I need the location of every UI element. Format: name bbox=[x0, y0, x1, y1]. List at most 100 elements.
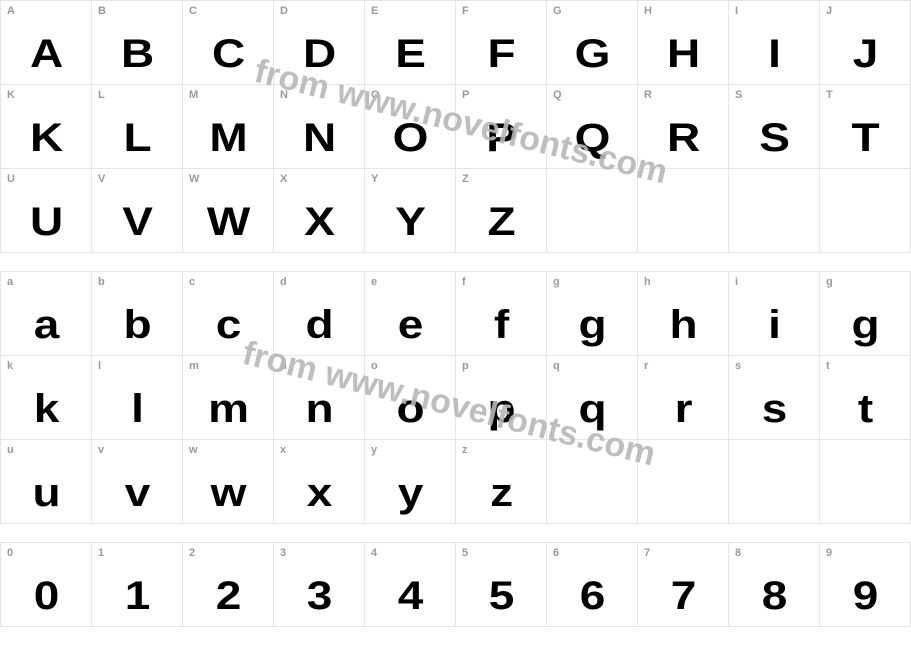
cell-label: V bbox=[98, 173, 105, 185]
cell-label: w bbox=[189, 444, 198, 456]
cell-glyph: t bbox=[813, 389, 911, 429]
cell-glyph: 9 bbox=[813, 576, 911, 616]
cell-label: U bbox=[7, 173, 15, 185]
cell-glyph: R bbox=[631, 118, 735, 158]
cell-glyph: q bbox=[540, 389, 644, 429]
glyph-cell: ZZ bbox=[456, 169, 547, 253]
cell-label: v bbox=[98, 444, 104, 456]
cell-label: J bbox=[826, 5, 832, 17]
glyph-cell: 33 bbox=[274, 543, 365, 627]
glyph-cell: vv bbox=[92, 440, 183, 524]
cell-label: 3 bbox=[280, 547, 286, 559]
cell-label: x bbox=[280, 444, 286, 456]
glyph-cell: 99 bbox=[820, 543, 911, 627]
glyph-cell: UU bbox=[1, 169, 92, 253]
glyph-cell: oo bbox=[365, 356, 456, 440]
cell-label: 6 bbox=[553, 547, 559, 559]
cell-glyph: s bbox=[722, 389, 826, 429]
cell-label: E bbox=[371, 5, 378, 17]
cell-label: I bbox=[735, 5, 738, 17]
cell-glyph: 2 bbox=[176, 576, 280, 616]
cell-label: o bbox=[371, 360, 378, 372]
cell-label: P bbox=[462, 89, 469, 101]
glyph-cell: zz bbox=[456, 440, 547, 524]
glyph-cell: mm bbox=[183, 356, 274, 440]
glyph-cell: JJ bbox=[820, 1, 911, 85]
cell-glyph: Q bbox=[540, 118, 644, 158]
glyph-cell: VV bbox=[92, 169, 183, 253]
glyph-cell: YY bbox=[365, 169, 456, 253]
cell-label: u bbox=[7, 444, 14, 456]
cell-glyph: Z bbox=[449, 202, 553, 242]
cell-glyph: W bbox=[176, 202, 280, 242]
glyph-cell: GG bbox=[547, 1, 638, 85]
cell-glyph: Y bbox=[358, 202, 462, 242]
cell-label: g bbox=[826, 276, 833, 288]
glyph-cell: bb bbox=[92, 272, 183, 356]
glyph-cell: FF bbox=[456, 1, 547, 85]
cell-glyph: g bbox=[540, 305, 644, 345]
empty-cell bbox=[638, 440, 729, 524]
cell-label: 4 bbox=[371, 547, 377, 559]
cell-label: a bbox=[7, 276, 13, 288]
cell-label: c bbox=[189, 276, 195, 288]
glyph-cell: CC bbox=[183, 1, 274, 85]
cell-glyph: D bbox=[267, 34, 371, 74]
cell-glyph: h bbox=[631, 305, 735, 345]
glyph-cell: ww bbox=[183, 440, 274, 524]
cell-glyph: H bbox=[631, 34, 735, 74]
glyph-cell: AA bbox=[1, 1, 92, 85]
glyph-cell: yy bbox=[365, 440, 456, 524]
cell-glyph: e bbox=[358, 305, 462, 345]
cell-label: H bbox=[644, 5, 652, 17]
cell-label: m bbox=[189, 360, 199, 372]
glyph-cell: gg bbox=[820, 272, 911, 356]
cell-label: B bbox=[98, 5, 106, 17]
cell-label: p bbox=[462, 360, 469, 372]
cell-glyph: 8 bbox=[722, 576, 826, 616]
cell-label: Y bbox=[371, 173, 378, 185]
glyph-cell: 66 bbox=[547, 543, 638, 627]
cell-glyph: X bbox=[267, 202, 371, 242]
cell-label: b bbox=[98, 276, 105, 288]
cell-label: 2 bbox=[189, 547, 195, 559]
cell-glyph: 0 bbox=[0, 576, 98, 616]
cell-label: i bbox=[735, 276, 738, 288]
cell-glyph: u bbox=[0, 473, 98, 513]
glyph-cell: rr bbox=[638, 356, 729, 440]
cell-label: 0 bbox=[7, 547, 13, 559]
cell-label: y bbox=[371, 444, 377, 456]
cell-label: F bbox=[462, 5, 469, 17]
cell-glyph: 3 bbox=[267, 576, 371, 616]
cell-glyph: k bbox=[0, 389, 98, 429]
glyph-cell: BB bbox=[92, 1, 183, 85]
glyph-cell: EE bbox=[365, 1, 456, 85]
glyph-cell: XX bbox=[274, 169, 365, 253]
cell-glyph: x bbox=[267, 473, 371, 513]
glyph-cell: gg bbox=[547, 272, 638, 356]
empty-cell bbox=[638, 169, 729, 253]
cell-label: L bbox=[98, 89, 105, 101]
cell-glyph: P bbox=[449, 118, 553, 158]
cell-glyph: O bbox=[358, 118, 462, 158]
cell-glyph: l bbox=[85, 389, 189, 429]
glyph-cell: ss bbox=[729, 356, 820, 440]
cell-label: n bbox=[280, 360, 287, 372]
glyph-cell: qq bbox=[547, 356, 638, 440]
cell-label: 9 bbox=[826, 547, 832, 559]
cell-label: X bbox=[280, 173, 287, 185]
cell-glyph: V bbox=[85, 202, 189, 242]
empty-cell bbox=[729, 169, 820, 253]
glyph-cell: aa bbox=[1, 272, 92, 356]
section-digits: 00112233445566778899 bbox=[0, 542, 911, 627]
glyph-cell: QQ bbox=[547, 85, 638, 169]
glyph-cell: 77 bbox=[638, 543, 729, 627]
cell-label: A bbox=[7, 5, 15, 17]
cell-label: N bbox=[280, 89, 288, 101]
cell-glyph: E bbox=[358, 34, 462, 74]
cell-glyph: S bbox=[722, 118, 826, 158]
glyph-cell: 00 bbox=[1, 543, 92, 627]
glyph-cell: 11 bbox=[92, 543, 183, 627]
cell-glyph: C bbox=[176, 34, 280, 74]
cell-glyph: L bbox=[85, 118, 189, 158]
